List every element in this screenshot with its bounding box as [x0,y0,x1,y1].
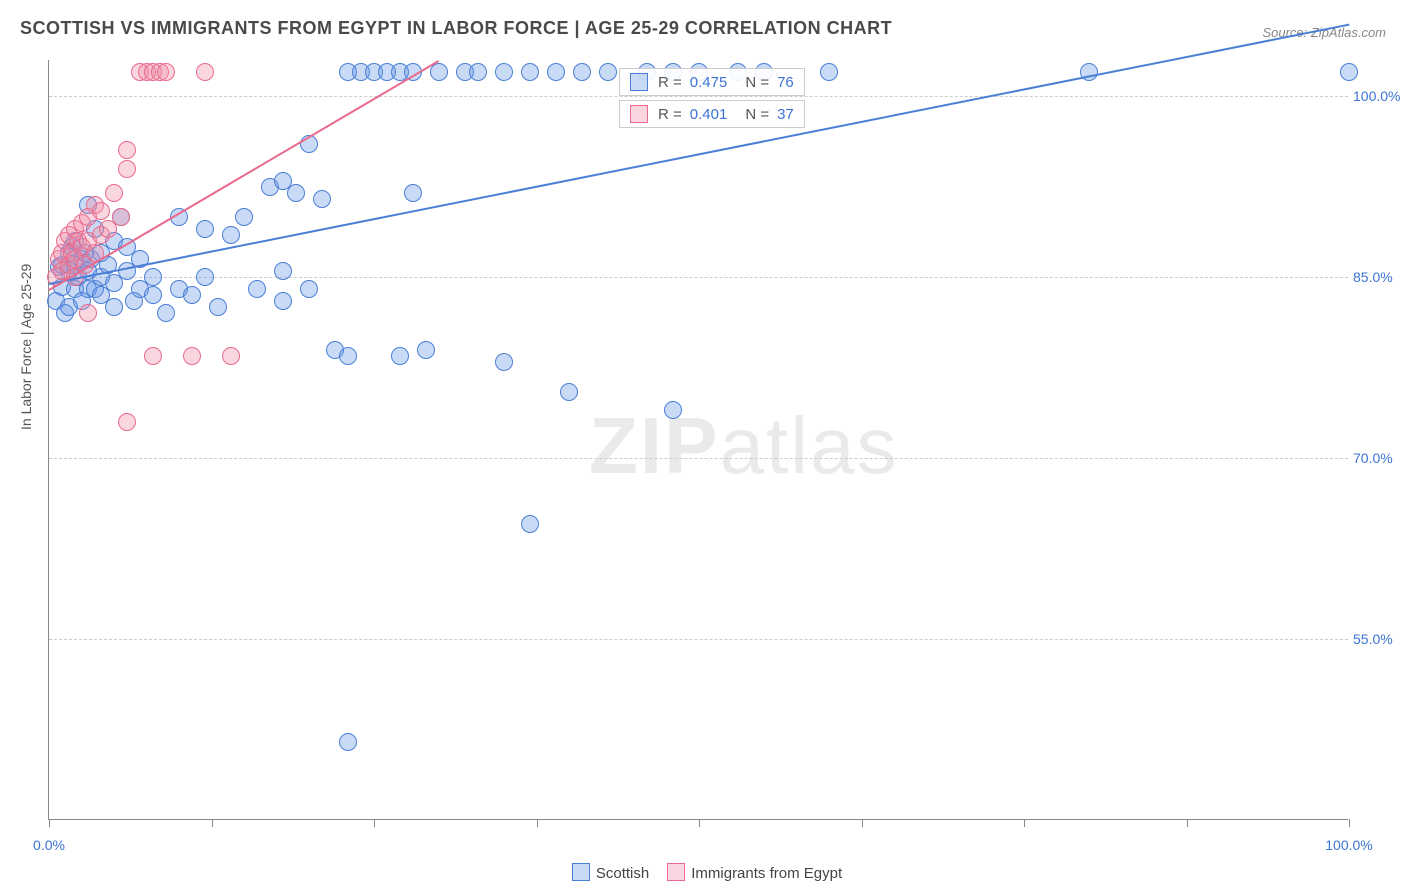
x-tick [212,819,213,827]
scatter-point [313,190,331,208]
stats-r-label: R = [658,106,682,123]
y-tick-label: 100.0% [1353,88,1406,104]
scatter-point [469,63,487,81]
scatter-point [79,304,97,322]
y-tick-label: 85.0% [1353,269,1406,285]
scatter-point [222,347,240,365]
stats-n-label: N = [745,74,769,91]
scatter-point [339,733,357,751]
scatter-point [521,63,539,81]
y-axis-label: In Labor Force | Age 25-29 [18,264,34,430]
scatter-point [495,63,513,81]
y-tick-label: 70.0% [1353,450,1406,466]
scatter-point [820,63,838,81]
legend-swatch [630,105,648,123]
legend-label: Immigrants from Egypt [691,865,842,882]
scatter-point [112,208,130,226]
scatter-point [521,515,539,533]
watermark: ZIPatlas [589,400,898,492]
scatter-point [183,286,201,304]
scatter-point [118,160,136,178]
scatter-point [118,141,136,159]
scatter-point [417,341,435,359]
scatter-point [274,292,292,310]
scatter-point [209,298,227,316]
scatter-point [599,63,617,81]
x-tick [1024,819,1025,827]
scatter-point [560,383,578,401]
scatter-point [339,347,357,365]
scatter-point [105,298,123,316]
x-tick [1349,819,1350,827]
legend: Scottish Immigrants from Egypt [48,863,1348,882]
scatter-point [157,63,175,81]
scatter-point [196,268,214,286]
stats-n-value: 76 [777,74,794,91]
scatter-point [235,208,253,226]
stats-r-value: 0.475 [690,74,728,91]
scatter-point [92,202,110,220]
gridline [49,96,1348,97]
scatter-point [248,280,266,298]
stats-r-label: R = [658,74,682,91]
chart-title: SCOTTISH VS IMMIGRANTS FROM EGYPT IN LAB… [20,18,892,39]
scatter-point [157,304,175,322]
x-tick [49,819,50,827]
scatter-point [196,220,214,238]
x-tick [1187,819,1188,827]
scatter-point [144,268,162,286]
scatter-point [430,63,448,81]
scatter-point [495,353,513,371]
legend-swatch [667,863,685,881]
x-tick [374,819,375,827]
watermark-bold: ZIP [589,401,719,490]
scatter-point [118,413,136,431]
stats-n-value: 37 [777,106,794,123]
stats-box: R = 0.401 N = 37 [619,100,805,128]
scatter-point [287,184,305,202]
x-tick [699,819,700,827]
legend-swatch [572,863,590,881]
x-tick [862,819,863,827]
scatter-point [300,280,318,298]
gridline [49,277,1348,278]
gridline [49,458,1348,459]
scatter-point [105,184,123,202]
trend-line [48,60,439,291]
stats-r-value: 0.401 [690,106,728,123]
y-tick-label: 55.0% [1353,631,1406,647]
scatter-point [183,347,201,365]
watermark-rest: atlas [719,401,898,490]
stats-box: R = 0.475 N = 76 [619,68,805,96]
scatter-point [1340,63,1358,81]
x-tick-label: 100.0% [1325,837,1372,853]
scatter-point [404,184,422,202]
scatter-point [222,226,240,244]
x-tick-label: 0.0% [33,837,65,853]
scatter-point [196,63,214,81]
scatter-point [274,262,292,280]
scatter-point [664,401,682,419]
stats-n-label: N = [745,106,769,123]
scatter-point [547,63,565,81]
scatter-point [573,63,591,81]
plot-area: ZIPatlas 55.0%70.0%85.0%100.0%0.0%100.0%… [48,60,1348,820]
gridline [49,639,1348,640]
x-tick [537,819,538,827]
scatter-point [144,347,162,365]
scatter-point [144,286,162,304]
legend-label: Scottish [596,865,649,882]
scatter-point [391,347,409,365]
legend-swatch [630,73,648,91]
